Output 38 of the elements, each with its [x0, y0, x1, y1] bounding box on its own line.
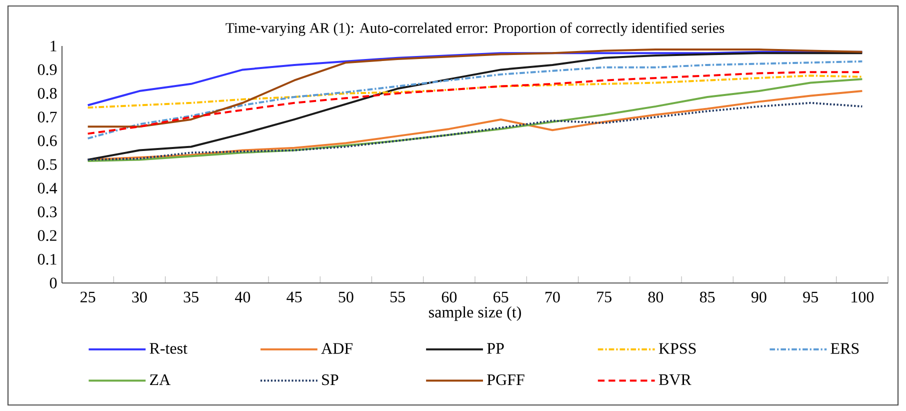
- legend-label: ADF: [321, 343, 352, 354]
- y-tick-label: 0.2: [38, 230, 56, 242]
- x-tick-label: 100: [852, 292, 874, 302]
- y-tick-label: 1: [50, 40, 56, 52]
- x-tick-label: 55: [390, 292, 405, 302]
- legend-label: KPSS: [658, 343, 696, 354]
- y-tick-label: 0.7: [38, 112, 57, 123]
- legend-label: ERS: [830, 343, 859, 354]
- y-tick-label: 0.3: [38, 206, 57, 218]
- x-tick-label: 45: [286, 292, 302, 302]
- x-tick-label: 25: [80, 292, 96, 302]
- y-tick-label: 0.1: [38, 254, 56, 265]
- legend-label: PP: [487, 343, 504, 354]
- legend-label: BVR: [658, 374, 692, 386]
- x-tick-label: 60: [442, 292, 457, 302]
- x-tick-label: 75: [597, 292, 612, 302]
- x-tick-label: 40: [235, 292, 250, 302]
- x-tick-label: 85: [700, 292, 715, 302]
- legend-label: SP: [322, 374, 338, 386]
- x-tick-label: 35: [184, 292, 198, 302]
- x-tick-label: 50: [338, 292, 354, 302]
- y-tick-label: 0.8: [38, 88, 57, 99]
- legend-label: R-test: [150, 343, 188, 354]
- legend-label: PGFF: [487, 374, 524, 386]
- y-tick-label: 0.9: [38, 64, 57, 76]
- x-tick-label: 90: [751, 292, 766, 302]
- x-tick-label: 70: [545, 292, 560, 302]
- chart-title: Time-varying AR (1): Auto-correlated error: Proportion of correctly identified series: [226, 22, 724, 36]
- y-tick-label: 0.5: [38, 159, 57, 170]
- x-tick-label: 30: [132, 292, 147, 302]
- x-axis-title: sample size (t): [429, 306, 521, 321]
- x-tick-label: 65: [494, 292, 508, 302]
- x-tick-label: 80: [648, 292, 664, 302]
- x-tick-label: 95: [803, 292, 818, 302]
- y-tick-label: 0.4: [38, 182, 58, 194]
- legend-label: ZA: [150, 374, 170, 385]
- y-tick-label: 0: [50, 278, 57, 288]
- y-tick-label: 0.6: [38, 135, 57, 146]
